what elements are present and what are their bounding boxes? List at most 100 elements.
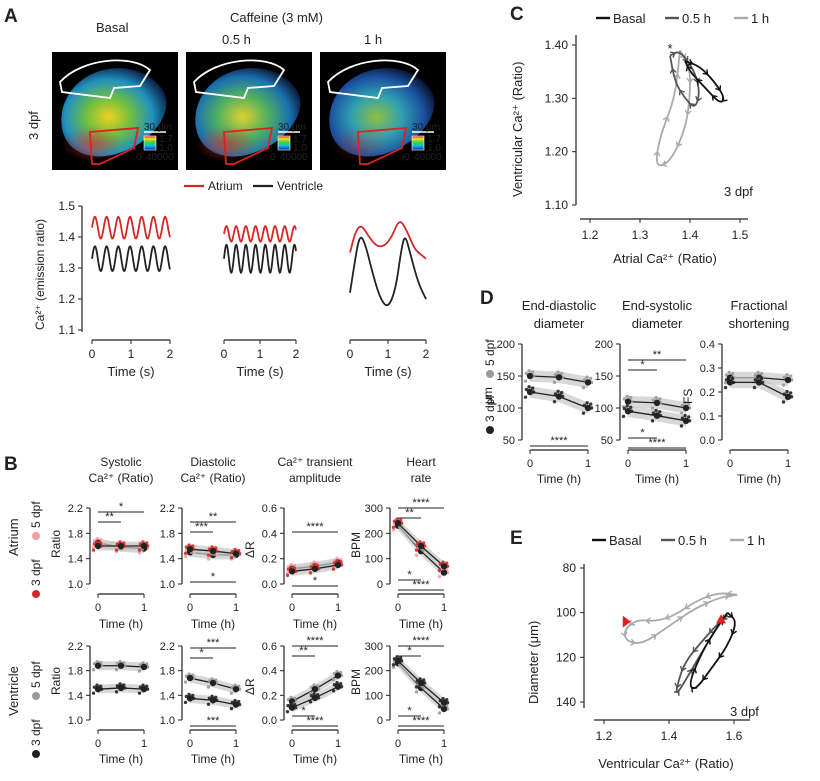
d-1-mean-marker bbox=[682, 417, 690, 424]
b-1-3-mean-marker bbox=[394, 657, 402, 664]
b-1-1-sig-star: *** bbox=[207, 715, 221, 727]
b-1-3-ytick-label: 300 bbox=[365, 641, 383, 653]
d-0-point bbox=[560, 371, 564, 376]
b-1-2-xlabel: Time (h) bbox=[293, 752, 337, 766]
d-1-point bbox=[654, 408, 658, 413]
b-1-2-mean-marker bbox=[311, 694, 319, 701]
b-0-2-ytick-label: 0.4 bbox=[262, 528, 277, 540]
d-2-mean-marker bbox=[755, 379, 763, 386]
d-title-0-2: diameter bbox=[534, 316, 585, 331]
b-1-2-point bbox=[308, 691, 313, 695]
e-traj-2-arrow bbox=[664, 613, 671, 621]
e-traj-2-arrow bbox=[676, 616, 683, 623]
b-0-1-point bbox=[206, 557, 211, 561]
c-legend-label-2: 1 h bbox=[751, 11, 769, 26]
b-col-title-2-1: Ca²⁺ transient bbox=[277, 455, 353, 469]
colorbar-2 bbox=[411, 135, 425, 151]
d-2-point bbox=[731, 376, 735, 381]
atrium-signal-2 bbox=[330, 126, 390, 162]
panel-letter-b: B bbox=[4, 454, 18, 475]
b-0-2-ytick-label: 0.0 bbox=[262, 579, 277, 591]
d-0-point bbox=[560, 390, 564, 395]
b-0-2-point bbox=[289, 562, 293, 567]
b-1-3-sig-star: * bbox=[407, 705, 412, 717]
d-1-point bbox=[621, 414, 626, 419]
e-traj-1-arrow bbox=[692, 646, 699, 653]
d-2-point bbox=[753, 373, 758, 377]
d-1-point bbox=[625, 394, 629, 399]
a-ytick-label: 1.5 bbox=[58, 199, 75, 213]
d-2-point bbox=[789, 391, 793, 395]
colorbar-x0-0: 0 bbox=[136, 152, 142, 163]
d-1-point bbox=[683, 401, 687, 405]
d-0-point bbox=[523, 379, 528, 383]
d-0-mean-marker bbox=[555, 374, 563, 381]
d-0-point bbox=[581, 385, 586, 390]
b-1-2-ytick-label: 0.2 bbox=[262, 690, 277, 702]
b-1-1-sig-star: * bbox=[199, 647, 204, 659]
e-traj-0-arrow bbox=[690, 686, 697, 693]
b-0-1-ytick-label: 1.4 bbox=[160, 554, 175, 566]
d-0-point bbox=[581, 411, 586, 415]
b-1-3-mean-marker bbox=[440, 705, 448, 713]
b-legend-3dpf-dot-0 bbox=[32, 590, 40, 598]
d-1-ytick-label: 200 bbox=[595, 339, 613, 351]
c-ytick-label: 1.20 bbox=[545, 145, 569, 159]
row-label-atrium: Atrium bbox=[6, 518, 21, 556]
d-title-1-2: diameter bbox=[632, 316, 683, 331]
e-traj-2-arrow bbox=[630, 638, 637, 646]
d-2-point bbox=[731, 372, 735, 376]
b-1-1-ytick-label: 1.4 bbox=[160, 690, 175, 702]
d-1-sig-star: ** bbox=[653, 349, 662, 361]
c-traj-2-arrow bbox=[673, 73, 681, 79]
e-traj-0-arrow bbox=[730, 628, 738, 635]
b-0-0-point bbox=[118, 540, 122, 544]
t05-label: 0.5 h bbox=[222, 32, 251, 47]
b-0-0-xtick-label: 1 bbox=[141, 602, 147, 614]
d-0-mean-marker bbox=[526, 388, 534, 396]
caffeine-label: Caffeine (3 mM) bbox=[230, 10, 323, 25]
colorbar-top-2: 1.7 bbox=[427, 134, 441, 145]
b-0-3-mean-marker bbox=[440, 563, 448, 570]
b-legend-5dpf-1: 5 dpf bbox=[29, 661, 43, 688]
b-0-2-point bbox=[289, 565, 293, 569]
b-1-2-xtick-label: 0 bbox=[289, 738, 295, 750]
a-xtick-label: 0 bbox=[89, 347, 96, 361]
a-ytick-label: 1.1 bbox=[58, 323, 75, 337]
b-1-1-point bbox=[183, 680, 188, 684]
c-ytick-label: 1.10 bbox=[545, 198, 569, 212]
atrium-roi-1 bbox=[223, 127, 274, 165]
c-traj-2-arrow bbox=[684, 109, 692, 116]
b-0-3-point bbox=[414, 548, 419, 552]
d-0-sig-star: **** bbox=[550, 435, 568, 447]
b-atrium-xlabel-0: Time (h) bbox=[99, 617, 143, 631]
a-xtick-label: 1 bbox=[385, 347, 392, 361]
b-1-3-ytick-label: 0 bbox=[377, 715, 383, 727]
a-xtick-label: 1 bbox=[257, 347, 264, 361]
b-atrium-xlabel-2: Time (h) bbox=[293, 617, 337, 631]
e-traj-0-arrow bbox=[702, 674, 709, 681]
panel-letter-a: A bbox=[4, 6, 18, 27]
legend-ventricle-label: Ventricle bbox=[277, 179, 323, 193]
a-xtick-label: 2 bbox=[423, 347, 430, 361]
colorbar-0 bbox=[143, 135, 157, 151]
d-1-mean-marker bbox=[682, 404, 690, 412]
b-1-3-point bbox=[414, 690, 419, 694]
b-0-1-point bbox=[183, 551, 188, 555]
d-1-point bbox=[654, 395, 658, 400]
b-0-1-mean-marker bbox=[209, 547, 217, 555]
d-0-point bbox=[552, 399, 557, 404]
b-0-0-point bbox=[114, 548, 119, 552]
b-1-1-xtick-label: 1 bbox=[233, 738, 239, 750]
d-1-point bbox=[651, 411, 656, 415]
b-1-3-ylabel: BPM bbox=[349, 669, 363, 695]
b-0-3-point bbox=[441, 560, 445, 564]
d-2-point bbox=[752, 385, 757, 390]
e-ylabel: Diameter (μm) bbox=[526, 621, 541, 704]
atrium-signal-0 bbox=[62, 126, 122, 162]
d-2-point bbox=[782, 392, 787, 396]
d-1-point bbox=[680, 416, 685, 420]
trace-atrium-0 bbox=[91, 216, 171, 240]
d-0-band-1 bbox=[530, 386, 588, 414]
b-0-3-sig-star: **** bbox=[412, 497, 430, 509]
